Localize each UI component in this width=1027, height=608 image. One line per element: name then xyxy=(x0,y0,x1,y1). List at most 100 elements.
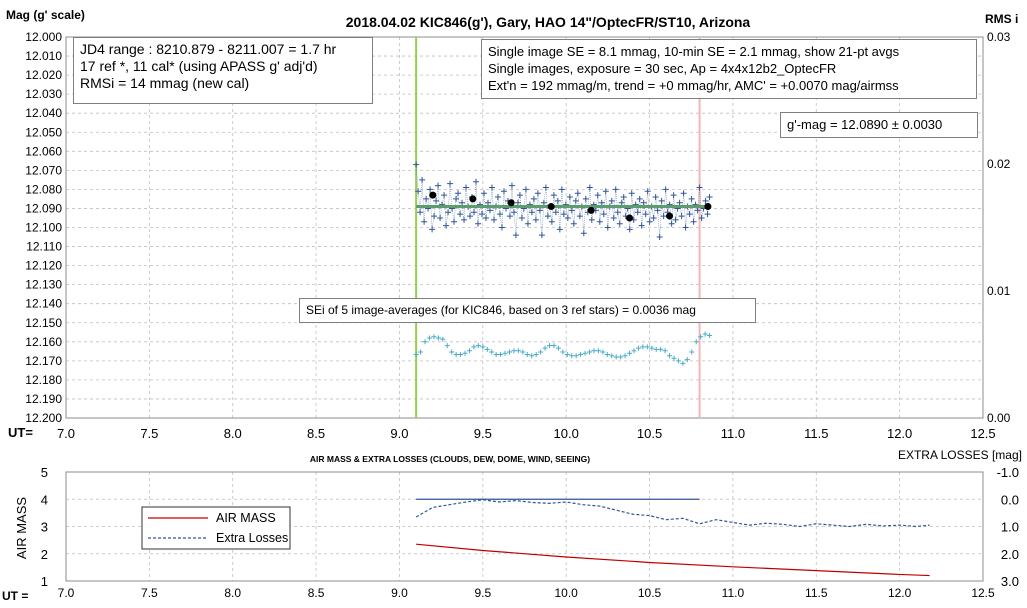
y-tick-label: 12.080 xyxy=(25,182,62,196)
single-image-point xyxy=(594,192,601,199)
single-image-point xyxy=(498,224,505,231)
single-image-point xyxy=(540,199,547,206)
y-tick-label: 12.170 xyxy=(25,354,62,368)
rmsi-point xyxy=(595,348,601,354)
legend-box xyxy=(141,506,291,550)
single-image-point xyxy=(672,216,679,223)
rmsi-point xyxy=(658,346,664,352)
average-point xyxy=(429,191,437,199)
legend: AIR MASS Extra Losses xyxy=(141,506,291,550)
y2-tick-label: 1.0 xyxy=(1001,520,1019,535)
info-single-se: Single image SE = 8.1 mmag, 10-min SE = … xyxy=(488,44,900,59)
rmsi-point xyxy=(564,352,570,357)
rmsi-point xyxy=(662,348,668,354)
rmsi-point xyxy=(560,349,566,355)
single-image-point xyxy=(524,220,531,227)
y-tick-label: 12.010 xyxy=(25,49,62,63)
rmsi-point xyxy=(520,349,526,355)
y-tick-label: 12.030 xyxy=(25,87,62,101)
single-image-point xyxy=(550,192,557,199)
y-tick-label: 1 xyxy=(41,574,48,589)
rmsi-point xyxy=(493,352,499,357)
x-tick-label: 9.5 xyxy=(474,426,492,441)
y-tick-label: 12.090 xyxy=(25,201,62,215)
x-tick-label: 10.0 xyxy=(554,426,579,441)
rmsi-point xyxy=(480,344,486,350)
single-image-point xyxy=(455,190,462,197)
single-image-point xyxy=(488,184,495,191)
rmsi-point xyxy=(680,360,686,366)
rmsi-point xyxy=(578,352,584,357)
rmsi-point xyxy=(498,352,504,357)
rmsi-point xyxy=(604,352,610,357)
rmsi-point xyxy=(547,343,553,349)
extra-losses-line xyxy=(415,499,930,528)
y-tick-label: 12.160 xyxy=(25,335,62,349)
info-extinction: Ext'n = 192 mmag/m, trend = +0 mmag/hr, … xyxy=(488,78,899,93)
rmsi-point xyxy=(431,334,437,340)
rmsi-point xyxy=(591,348,597,354)
single-image-point xyxy=(702,197,709,204)
x-tick-label: 12.5 xyxy=(971,586,995,600)
rmsi-point xyxy=(587,349,593,355)
magnitude-result: g'-mag = 12.0890 ± 0.0030 xyxy=(787,117,943,132)
y-tick-label: 12.100 xyxy=(25,221,62,235)
x-tick-label: 11.0 xyxy=(721,426,745,441)
single-image-point xyxy=(616,220,623,227)
rmsi-point xyxy=(689,349,695,355)
y-tick-label: 12.060 xyxy=(25,144,62,158)
single-image-point xyxy=(704,211,711,218)
y-tick-label: 4 xyxy=(41,492,48,507)
rmsi-point xyxy=(426,335,432,341)
info-box-right: Single image SE = 8.1 mmag, 10-min SE = … xyxy=(481,39,977,99)
x-tick-label: 9.0 xyxy=(391,586,408,600)
single-image-point xyxy=(431,213,438,220)
average-point xyxy=(626,214,634,222)
rmsi-point xyxy=(529,353,535,359)
rmsi-point xyxy=(618,354,624,360)
y-axis-label-bottom: AIR MASS xyxy=(14,497,29,559)
rmsi-point xyxy=(649,345,655,351)
x-tick-label: 7.0 xyxy=(57,426,75,441)
rmsi-point xyxy=(502,350,508,356)
single-image-point xyxy=(552,209,559,216)
rmsi-point xyxy=(600,349,606,355)
rmsi-point xyxy=(422,339,428,345)
single-image-point xyxy=(680,190,687,197)
single-image-point xyxy=(467,213,474,220)
rmsi-point xyxy=(506,349,512,355)
rmsi-point xyxy=(413,352,419,357)
x-tick-label: 11.5 xyxy=(804,426,828,441)
x-tick-label: 7.5 xyxy=(140,426,158,441)
single-image-point xyxy=(626,226,633,233)
rmsi-point xyxy=(573,353,579,359)
rmsi-point xyxy=(667,353,673,359)
info-ref-stars: 17 ref *, 11 cal* (using APASS g' adj'd) xyxy=(80,58,318,74)
single-image-point xyxy=(514,199,521,206)
single-image-point xyxy=(686,211,693,218)
rmsi-point xyxy=(435,335,441,341)
single-image-point xyxy=(676,199,683,206)
rmsi-point xyxy=(569,353,575,359)
x-tick-label: 7.0 xyxy=(58,586,75,600)
single-image-point xyxy=(620,194,627,201)
single-image-point xyxy=(646,218,653,225)
plot-area-border xyxy=(65,36,984,419)
y-tick-label: 12.180 xyxy=(25,373,62,387)
single-image-point xyxy=(634,209,641,216)
info-jd-range: JD4 range : 8210.879 - 8211.007 = 1.7 hr xyxy=(80,41,337,57)
rmsi-point xyxy=(515,348,521,354)
y-tick-label: 12.140 xyxy=(25,297,62,311)
x-tick-label: 11.5 xyxy=(805,586,828,600)
y-tick-label: 12.040 xyxy=(25,106,62,120)
single-image-line xyxy=(415,164,710,238)
info-rmsi: RMSi = 14 mmag (new cal) xyxy=(80,75,250,91)
y-tick-label: 12.130 xyxy=(25,278,62,292)
y-axis-label: Mag (g' scale) xyxy=(6,8,85,22)
single-image-point xyxy=(654,207,661,214)
single-image-point xyxy=(558,186,565,193)
y2-tick-label: 0.01 xyxy=(987,284,1011,298)
rmsi-point xyxy=(644,344,650,350)
rmsi-point xyxy=(698,334,704,340)
